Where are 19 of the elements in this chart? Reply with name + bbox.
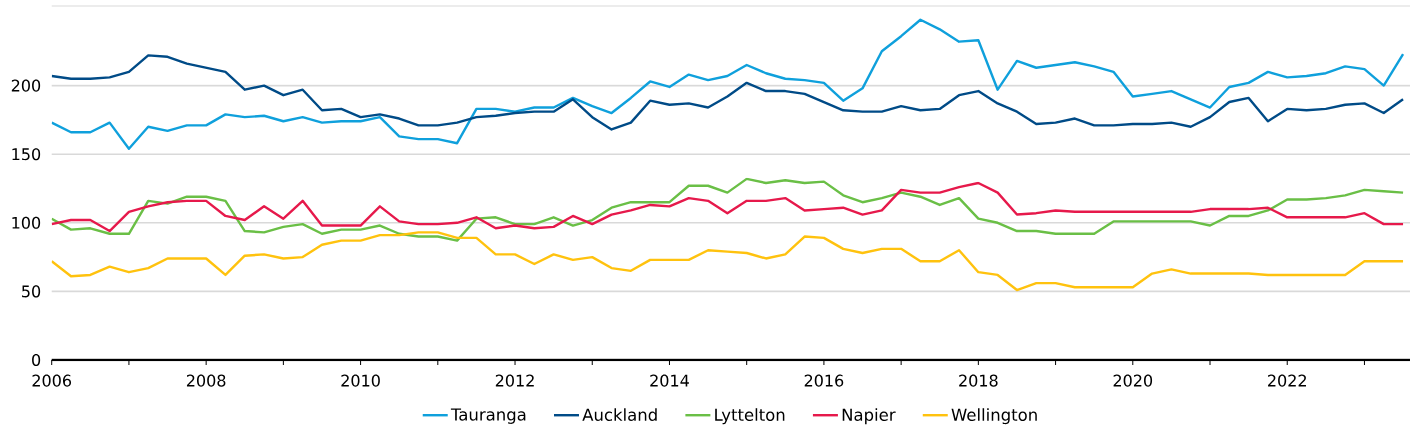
y-tick-label: 50 [22,285,41,298]
x-tick-label: 2012 [495,374,534,387]
y-tick-label: 150 [12,148,41,161]
x-tick-label: 2010 [341,374,380,387]
x-tick-label: 2008 [186,374,226,387]
y-tick-label: 200 [11,79,41,92]
x-tick-label: 2016 [804,374,844,387]
x-tick-label: 2006 [32,374,72,387]
legend-label: Lyttelton [715,408,785,425]
x-tick-label: 2014 [650,374,689,387]
legend-label: Napier [842,408,896,425]
legend-label: Wellington [951,408,1037,425]
y-tick-label: 100 [12,216,41,229]
y-tick-label: 0 [32,353,41,367]
x-tick-label: 2022 [1268,374,1306,387]
legend-label: Tauranga [450,408,526,424]
x-tick-label: 2018 [959,374,998,387]
x-tick-label: 2020 [1113,374,1153,387]
legend-label: Auckland [582,408,657,421]
